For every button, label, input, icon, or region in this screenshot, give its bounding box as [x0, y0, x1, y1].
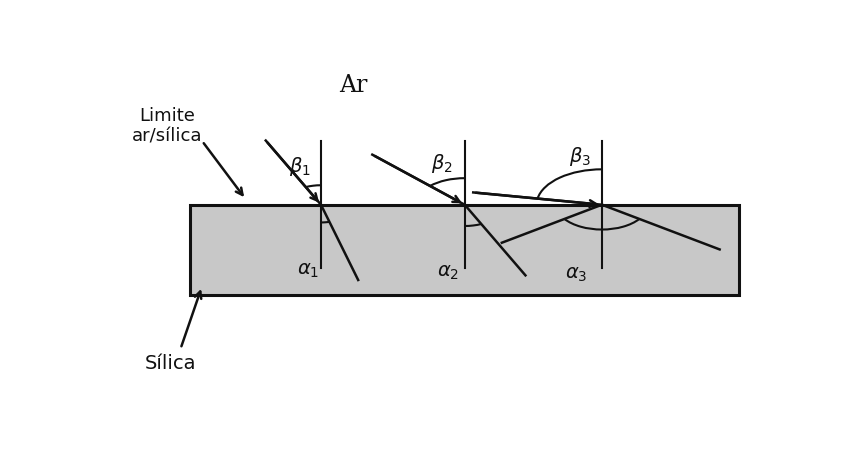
Text: $\alpha_3$: $\alpha_3$ — [565, 265, 587, 283]
Text: $\beta_3$: $\beta_3$ — [569, 144, 591, 167]
Text: $\alpha_1$: $\alpha_1$ — [297, 262, 319, 280]
Bar — [191, 205, 739, 296]
Text: $\beta_1$: $\beta_1$ — [289, 155, 311, 178]
Text: Sílica: Sílica — [145, 353, 196, 372]
Text: $\alpha_2$: $\alpha_2$ — [438, 263, 459, 281]
Text: Limite
ar/sílica: Limite ar/sílica — [132, 106, 202, 145]
Text: Ar: Ar — [340, 73, 368, 96]
Text: $\beta_2$: $\beta_2$ — [431, 151, 453, 174]
